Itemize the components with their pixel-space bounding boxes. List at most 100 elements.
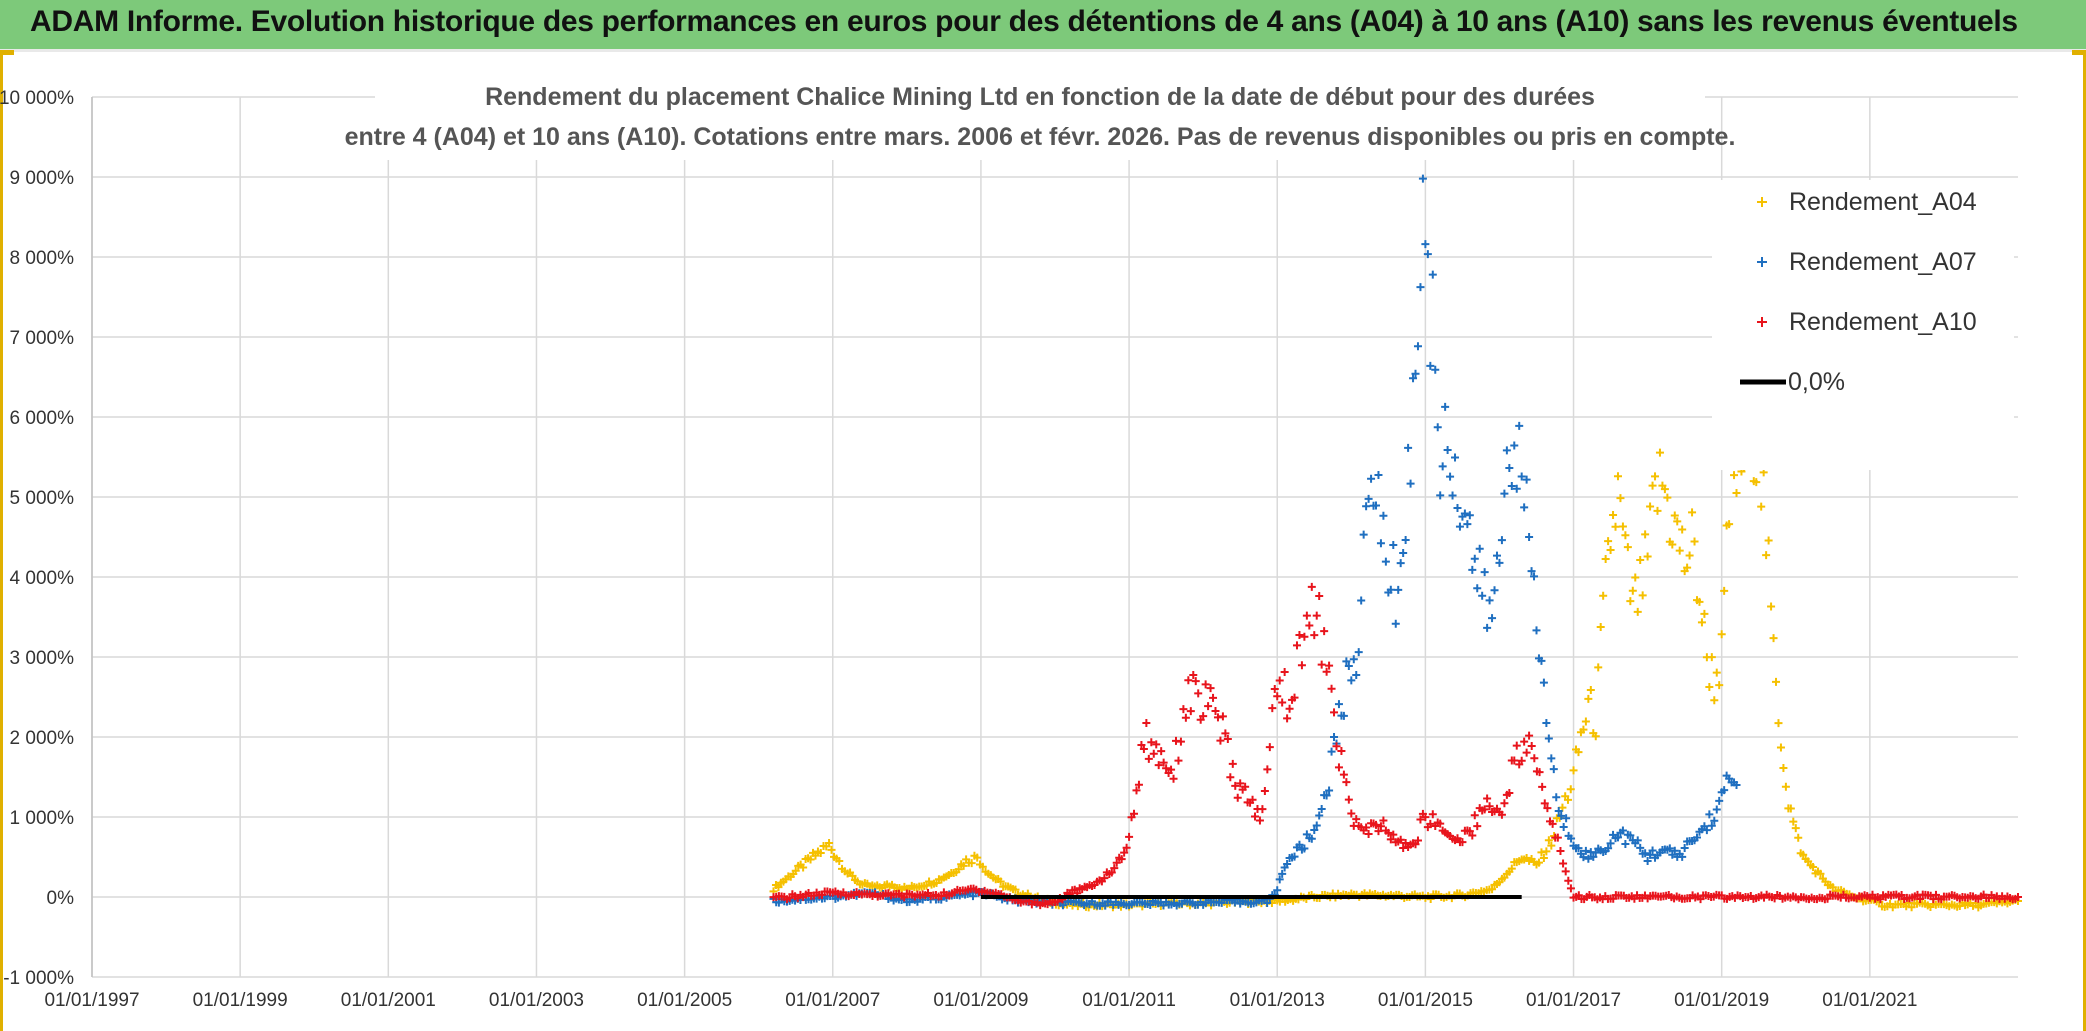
x-tick-label: 01/01/2009 (933, 990, 1028, 1011)
data-point (1525, 731, 1534, 740)
data-point (1548, 819, 1557, 828)
data-point (1285, 704, 1294, 713)
data-point (1543, 804, 1552, 813)
data-point (1290, 693, 1299, 702)
plot-area (769, 174, 2022, 912)
data-point (1495, 558, 1504, 567)
data-point (1556, 847, 1565, 856)
data-point (1604, 844, 1613, 853)
data-point (1297, 661, 1306, 670)
data-point (1557, 811, 1566, 820)
data-point (1320, 627, 1329, 636)
data-point (1707, 653, 1716, 662)
data-point (1868, 890, 1877, 899)
data-point (1413, 836, 1422, 845)
data-point (1139, 745, 1148, 754)
data-point (1680, 844, 1689, 853)
data-point (1463, 520, 1472, 529)
data-point (1280, 668, 1289, 677)
data-point (1789, 817, 1798, 826)
data-point (1702, 826, 1711, 835)
data-point (1354, 648, 1363, 657)
data-point (1636, 555, 1645, 564)
data-point (1799, 850, 1808, 859)
data-point (1517, 756, 1526, 765)
data-point (1137, 741, 1146, 750)
data-point (1451, 453, 1460, 462)
data-point (913, 897, 922, 906)
data-point (1325, 661, 1334, 670)
data-point (1418, 174, 1427, 183)
y-tick-label: 5 000% (10, 488, 75, 509)
data-point (1712, 805, 1721, 814)
data-point (1665, 844, 1674, 853)
data-point (1228, 759, 1237, 768)
title-box (375, 70, 1705, 160)
data-point (1670, 846, 1679, 855)
data-point (1530, 572, 1539, 581)
data-point (1539, 853, 1548, 862)
data-point (811, 851, 820, 860)
data-point (1384, 828, 1393, 837)
y-tick-label: 4 000% (10, 568, 75, 589)
data-point (1107, 868, 1116, 877)
data-point (1468, 565, 1477, 574)
chart-title-line2: entre 4 (A04) et 10 ans (A10). Cotations… (345, 123, 1736, 151)
data-point (1159, 758, 1168, 767)
data-point (1596, 623, 1605, 632)
data-point (1589, 852, 1598, 861)
x-tick-label: 01/01/2003 (489, 990, 584, 1011)
data-point (1307, 582, 1316, 591)
data-point (791, 866, 800, 875)
data-point (1660, 485, 1669, 494)
data-point (1362, 823, 1371, 832)
x-tick-label: 01/01/2021 (1822, 990, 1917, 1011)
data-point (1364, 830, 1373, 838)
data-point (1132, 786, 1141, 795)
data-point (1342, 657, 1351, 666)
data-point (1507, 864, 1516, 873)
data-point (1176, 737, 1185, 746)
data-point (1547, 841, 1556, 850)
data-point (1767, 602, 1776, 611)
data-point (1465, 827, 1474, 836)
data-point (1359, 530, 1368, 539)
data-point (1275, 875, 1284, 884)
data-point (1497, 810, 1506, 819)
data-point (1520, 503, 1529, 512)
data-point (1561, 867, 1570, 876)
data-point (1621, 839, 1630, 848)
data-point (1567, 834, 1576, 843)
data-point (1648, 846, 1657, 855)
data-point (1376, 822, 1385, 831)
data-point (1428, 270, 1437, 279)
data-point (1181, 713, 1190, 722)
x-tick-label: 01/01/2013 (1230, 990, 1325, 1011)
data-point (1130, 809, 1139, 818)
data-point (1606, 839, 1615, 848)
data-point (1367, 474, 1376, 483)
data-point (1339, 711, 1348, 720)
data-point (1569, 766, 1578, 775)
data-point (1446, 472, 1455, 481)
data-point (1416, 815, 1425, 824)
data-point (1189, 670, 1198, 679)
data-point (1517, 472, 1526, 481)
data-point (1505, 464, 1514, 473)
header-banner: ADAM Informe. Evolution historique des p… (0, 0, 2086, 52)
data-point (1290, 852, 1299, 861)
y-tick-label: 9 000% (10, 168, 75, 189)
data-point (1292, 641, 1301, 650)
data-point (1584, 854, 1593, 863)
data-point (1236, 779, 1245, 788)
page-title: ADAM Informe. Evolution historique des p… (30, 5, 2018, 38)
y-tick-label: 2 000% (10, 728, 75, 749)
data-point (1312, 611, 1321, 620)
data-point (968, 892, 977, 901)
data-point (1300, 844, 1309, 853)
data-point (1310, 631, 1319, 640)
data-point (996, 877, 1005, 886)
data-point (1349, 655, 1358, 664)
legend: Rendement_A04 Rendement_A07 Rendement_A10 0… (1712, 180, 2014, 470)
data-point (1204, 702, 1213, 711)
